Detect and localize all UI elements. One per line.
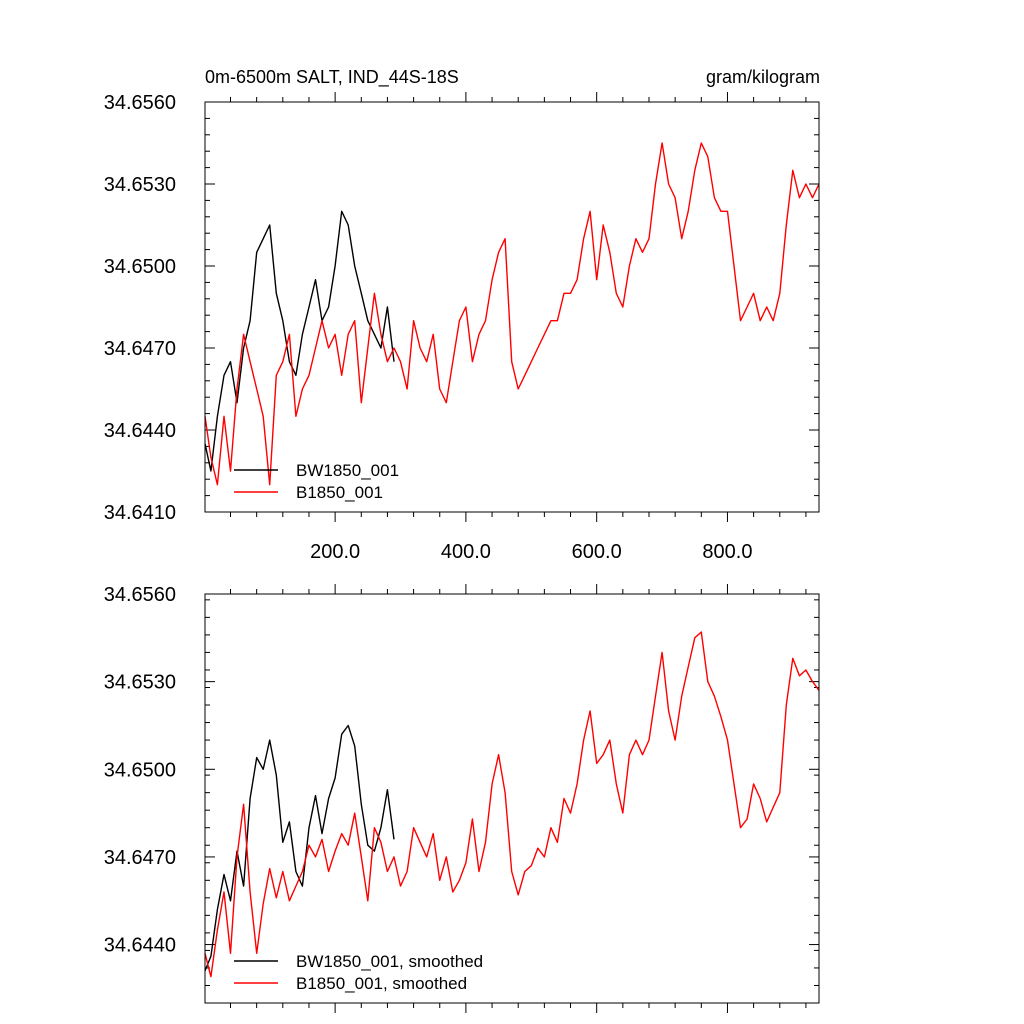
y-tick-label: 34.6440 xyxy=(104,420,176,442)
series-line-b1850-001-smoothed xyxy=(204,631,820,978)
top-panel: 0m-6500m SALT, IND_44S-18S gram/kilogram… xyxy=(104,67,820,563)
series-line-bw1850-001-smoothed xyxy=(204,724,395,972)
x-tick-label: 200.0 xyxy=(310,541,360,563)
top-panel-ticks xyxy=(205,92,819,522)
y-tick-label: 34.6470 xyxy=(104,847,176,869)
y-tick-label: 34.6530 xyxy=(104,174,176,196)
bottom-panel-ticks xyxy=(205,584,819,1013)
top-panel-frame xyxy=(204,101,820,513)
series-line-b1850-001 xyxy=(204,142,820,486)
legend-label-b1850-smoothed: B1850_001, smoothed xyxy=(296,974,467,993)
y-tick-label: 34.6500 xyxy=(104,256,176,278)
legend-label-bw1850-smoothed: BW1850_001, smoothed xyxy=(296,952,483,971)
top-panel-y-tick-labels: 34.6410 34.6440 34.6470 34.6500 34.6530 34.65… xyxy=(104,92,176,524)
bottom-panel-y-tick-labels: 34.6440 34.6470 34.6500 34.6530 34.6560 xyxy=(104,584,176,957)
y-tick-label: 34.6440 xyxy=(104,935,176,957)
top-panel-series xyxy=(204,142,820,486)
legend-label-b1850: B1850_001 xyxy=(296,483,383,502)
y-tick-label: 34.6470 xyxy=(104,338,176,360)
x-tick-label: 400.0 xyxy=(441,541,491,563)
top-panel-x-tick-labels: 200.0 400.0 600.0 800.0 xyxy=(310,541,752,563)
top-panel-units: gram/kilogram xyxy=(706,67,820,87)
bottom-panel-series xyxy=(204,631,820,978)
bottom-panel-legend: BW1850_001, smoothed B1850_001, smoothed xyxy=(234,952,483,993)
y-tick-label: 34.6530 xyxy=(104,672,176,694)
top-panel-legend: BW1850_001 B1850_001 xyxy=(234,461,399,502)
y-tick-label: 34.6560 xyxy=(104,584,176,606)
y-tick-label: 34.6500 xyxy=(104,759,176,781)
x-tick-label: 800.0 xyxy=(702,541,752,563)
y-tick-label: 34.6560 xyxy=(104,92,176,114)
x-tick-label: 600.0 xyxy=(572,541,622,563)
bottom-panel: 34.6440 34.6470 34.6500 34.6530 34.6560 BW18… xyxy=(104,584,820,1013)
legend-label-bw1850: BW1850_001 xyxy=(296,461,399,480)
top-panel-title: 0m-6500m SALT, IND_44S-18S xyxy=(205,67,459,88)
bottom-panel-frame xyxy=(204,593,820,1004)
y-tick-label: 34.6410 xyxy=(104,502,176,524)
